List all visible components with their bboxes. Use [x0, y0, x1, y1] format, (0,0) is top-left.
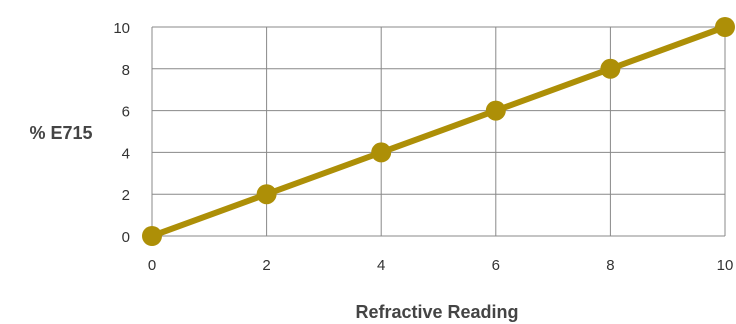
data-point [485, 100, 506, 121]
series-line [149, 24, 728, 239]
data-point [142, 226, 162, 246]
data-series [142, 17, 735, 246]
data-point [371, 142, 392, 163]
x-tick-label: 0 [148, 257, 156, 274]
y-tick-label: 4 [122, 145, 130, 162]
y-tick-label: 6 [122, 104, 130, 121]
data-point [256, 184, 277, 205]
data-point [600, 58, 621, 79]
x-tick-label: 2 [262, 257, 270, 274]
x-tick-label: 4 [377, 257, 385, 274]
x-tick-label: 6 [492, 257, 500, 274]
x-tick-label: 10 [717, 257, 734, 274]
y-tick-label: 0 [122, 229, 130, 246]
y-tick-label: 8 [122, 62, 130, 79]
x-axis-ticks: 0 2 4 6 8 10 [148, 257, 734, 274]
y-axis-label: % E715 [29, 123, 92, 143]
x-axis-label: Refractive Reading [355, 302, 518, 322]
y-axis-ticks: 0 2 4 6 8 10 [113, 20, 130, 246]
chart-grid [151, 26, 726, 237]
data-point [715, 17, 735, 37]
y-tick-label: 10 [113, 20, 130, 37]
x-tick-label: 8 [606, 257, 614, 274]
y-tick-label: 2 [122, 187, 130, 204]
